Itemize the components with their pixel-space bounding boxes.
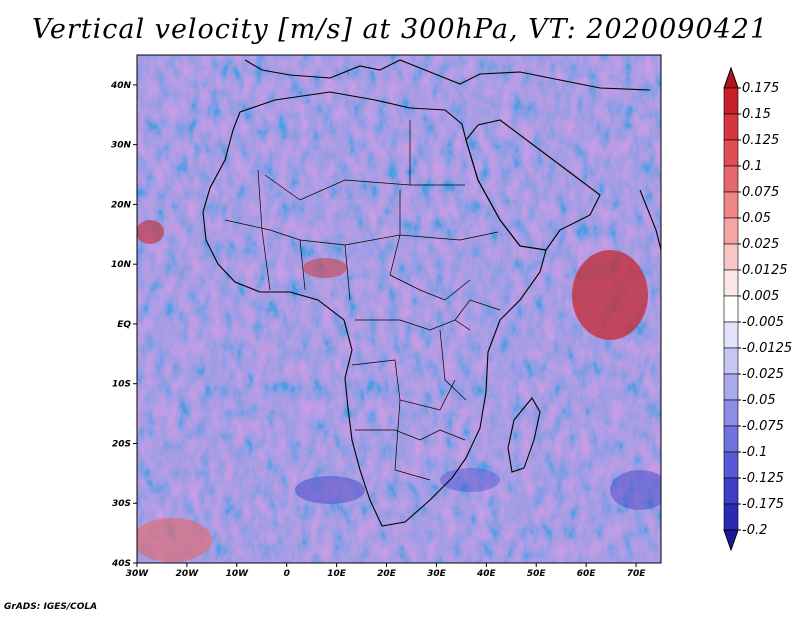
colorbar-swatch <box>723 269 739 297</box>
y-tick-label: 40N <box>110 81 132 91</box>
colorbar-label: -0.05 <box>742 393 776 408</box>
madagascar-coastline <box>507 397 541 473</box>
colorbar-label: 0.075 <box>742 185 779 200</box>
country-borders <box>224 120 501 481</box>
colorbar-label: 0.025 <box>742 237 779 252</box>
colorbar-label: 0.175 <box>742 81 779 96</box>
colorbar-label: -0.005 <box>742 315 784 330</box>
coastlines <box>202 59 661 527</box>
y-tick-label: 10S <box>112 380 131 390</box>
data-field <box>137 55 661 563</box>
updraft-central-africa <box>303 258 347 278</box>
x-tick-label: 70E <box>627 569 647 579</box>
y-tick-label: 10N <box>111 260 132 270</box>
colorbar-swatch <box>723 399 739 427</box>
colorbar-label: -0.175 <box>742 497 784 512</box>
india-coastline <box>639 189 661 251</box>
colorbar-swatch <box>723 321 739 349</box>
colorbar-swatch <box>723 113 739 141</box>
y-tick-label: 40S <box>111 559 131 569</box>
y-axis: 40S 30S 20S 10S EQ 10N 20N 30N 40N <box>110 81 137 569</box>
colorbar-swatch <box>723 87 739 115</box>
colorbar-swatch <box>723 451 739 479</box>
colorbar-label: 0.125 <box>742 133 779 148</box>
colorbar-swatch <box>723 503 739 531</box>
downdraft-indian-ocean <box>610 470 661 510</box>
x-tick-label: 20E <box>377 569 397 579</box>
colorbar-label: -0.1 <box>742 445 767 460</box>
colorbar-label: -0.2 <box>742 523 767 538</box>
border-west-africa <box>257 169 351 301</box>
x-tick-label: 40E <box>476 569 497 579</box>
y-tick-label: 30S <box>112 499 131 509</box>
colorbar-swatch <box>723 191 739 219</box>
y-tick-label: 20N <box>111 200 132 210</box>
border-southern-africa <box>355 399 466 481</box>
x-tick-label: 50E <box>527 569 547 579</box>
colorbar-label: 0.05 <box>742 211 771 226</box>
colorbar-label: -0.125 <box>742 471 784 486</box>
colorbar-label: -0.0125 <box>742 341 792 356</box>
x-tick-label: 30W <box>126 569 150 579</box>
colorbar-label: -0.075 <box>742 419 784 434</box>
europe-coastline <box>244 59 651 91</box>
updraft-arabian-sea <box>572 250 648 340</box>
x-axis: 30W 20W 10W 0 10E 20E 30E 40E 50E 60E 70E <box>126 563 646 579</box>
colorbar-swatch <box>723 347 739 375</box>
grads-credit: GrADS: IGES/COLA <box>4 602 98 612</box>
x-tick-label: 10W <box>226 569 250 579</box>
colorbar-swatch <box>723 477 739 505</box>
downdraft-south-atlantic <box>295 476 365 504</box>
x-tick-label: 10E <box>327 569 347 579</box>
colorbar-top-triangle <box>723 66 739 89</box>
colorbar-swatch <box>723 425 739 453</box>
colorbar-swatch <box>723 165 739 193</box>
y-tick-label: 20S <box>112 439 131 449</box>
colorbar-label: 0.1 <box>742 159 763 174</box>
updraft-west-atlantic <box>137 220 164 244</box>
border-central-africa <box>355 319 471 331</box>
colorbar-label: 0.0125 <box>742 263 788 278</box>
colorbar-label: -0.025 <box>742 367 784 382</box>
colorbar-swatch <box>723 295 739 323</box>
border-east-africa <box>439 299 501 401</box>
colorbar: 0.175 0.15 0.125 0.1 0.075 0.05 0.025 0.0125 0.0… <box>723 66 792 552</box>
plot-frame <box>136 54 662 564</box>
colorbar-label: 0.005 <box>742 289 779 304</box>
map-title: Vertical velocity [m/s] at 300hPa, VT: 2… <box>31 14 769 45</box>
africa-coastline <box>202 91 547 527</box>
colorbar-swatch <box>723 139 739 167</box>
arabia-coastline <box>465 119 601 251</box>
downdraft-mozambique <box>440 468 500 492</box>
border-sahara-north <box>264 120 411 201</box>
y-tick-label: 30N <box>111 141 132 151</box>
x-tick-label: 60E <box>577 569 597 579</box>
y-tick-label: EQ <box>117 320 131 330</box>
colorbar-swatch <box>723 217 739 245</box>
colorbar-swatch <box>723 243 739 271</box>
x-tick-label: 20W <box>176 569 200 579</box>
colorbar-label: 0.15 <box>742 107 771 122</box>
x-tick-label: 30E <box>427 569 447 579</box>
colorbar-bottom-triangle <box>723 529 739 552</box>
colorbar-swatch <box>723 373 739 401</box>
field-noise-texture <box>137 55 661 563</box>
x-tick-label: 0 <box>284 569 290 579</box>
updraft-south-atlantic <box>137 518 212 562</box>
border-nile-basin <box>389 190 471 301</box>
